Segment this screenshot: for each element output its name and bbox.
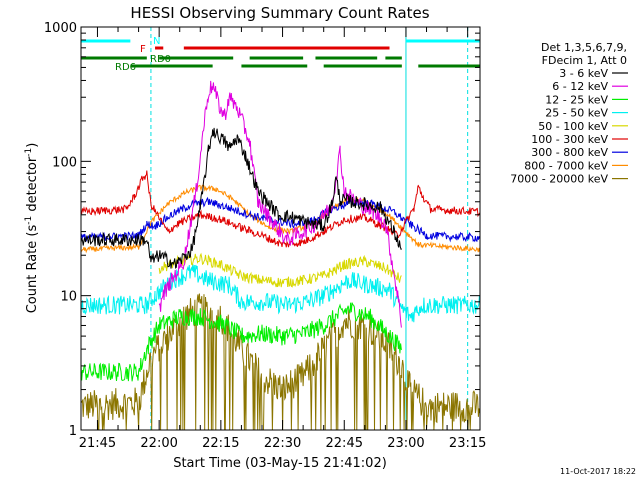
series-line-12-25kev-0 — [80, 302, 402, 382]
y-tick-label-1: 10 — [60, 290, 77, 305]
series-layer — [80, 80, 481, 431]
x-axis-label: Start Time (03-May-15 21:41:02) — [173, 456, 387, 471]
x-tick-label-0: 21:45 — [79, 436, 116, 451]
series-line-300-800kev-0 — [80, 196, 481, 243]
x-tick-label-6: 23:15 — [449, 436, 486, 451]
axes: 1 10 100 1000 21:45 22:00 22:15 22:30 22:45 23:00… — [44, 21, 486, 451]
y-axis-label: Count Rate (s-1 detector-1) — [24, 143, 40, 314]
legend-label-2: 12 - 25 keV — [545, 93, 608, 106]
info-line-1: Det 1,3,5,6,7,9, — [541, 41, 627, 54]
x-tick-label-3: 22:30 — [264, 436, 301, 451]
flag-bars: NF RD0 RD6 — [81, 36, 480, 73]
legend-label-3: 25 - 50 keV — [545, 107, 608, 120]
x-tick-label-2: 22:15 — [202, 436, 239, 451]
flag-label-rd6: RD6 — [115, 62, 136, 73]
legend-label-6: 300 - 800 keV — [531, 146, 608, 159]
x-tick-label-4: 22:45 — [326, 436, 363, 451]
y-tick-label-3: 1000 — [44, 21, 77, 36]
chart-title: HESSI Observing Summary Count Rates — [130, 4, 429, 22]
legend-label-0: 3 - 6 keV — [559, 67, 608, 80]
y-tick-label-2: 100 — [52, 155, 77, 170]
series-line-25-50kev-0 — [80, 264, 480, 323]
series-line-3-6kev-0 — [80, 127, 402, 269]
legend-label-1: 6 - 12 keV — [552, 80, 608, 93]
x-tick-label-1: 22:00 — [140, 436, 177, 451]
x-tick-label-5: 23:00 — [387, 436, 424, 451]
legend-label-5: 100 - 300 keV — [531, 133, 608, 146]
plot-frame — [80, 26, 481, 431]
legend-label-4: 50 - 100 keV — [538, 120, 608, 133]
info-line-2: FDecim 1, Att 0 — [542, 54, 627, 67]
flag-label-f: F — [140, 44, 146, 55]
y-tick-label-0: 1 — [69, 424, 77, 439]
series-line-100-300kev-0 — [80, 170, 480, 248]
legend-label-8: 7000 - 20000 keV — [510, 173, 608, 186]
flag-label-rd0: RD0 — [150, 54, 171, 65]
series-line-6-12kev-0 — [158, 80, 402, 328]
flag-label-n: N — [153, 36, 160, 47]
footer-date: 11-Oct-2017 18:22 — [560, 467, 636, 476]
series-line-50-100kev-0 — [158, 252, 402, 288]
legend-label-7: 800 - 7000 keV — [524, 159, 608, 172]
